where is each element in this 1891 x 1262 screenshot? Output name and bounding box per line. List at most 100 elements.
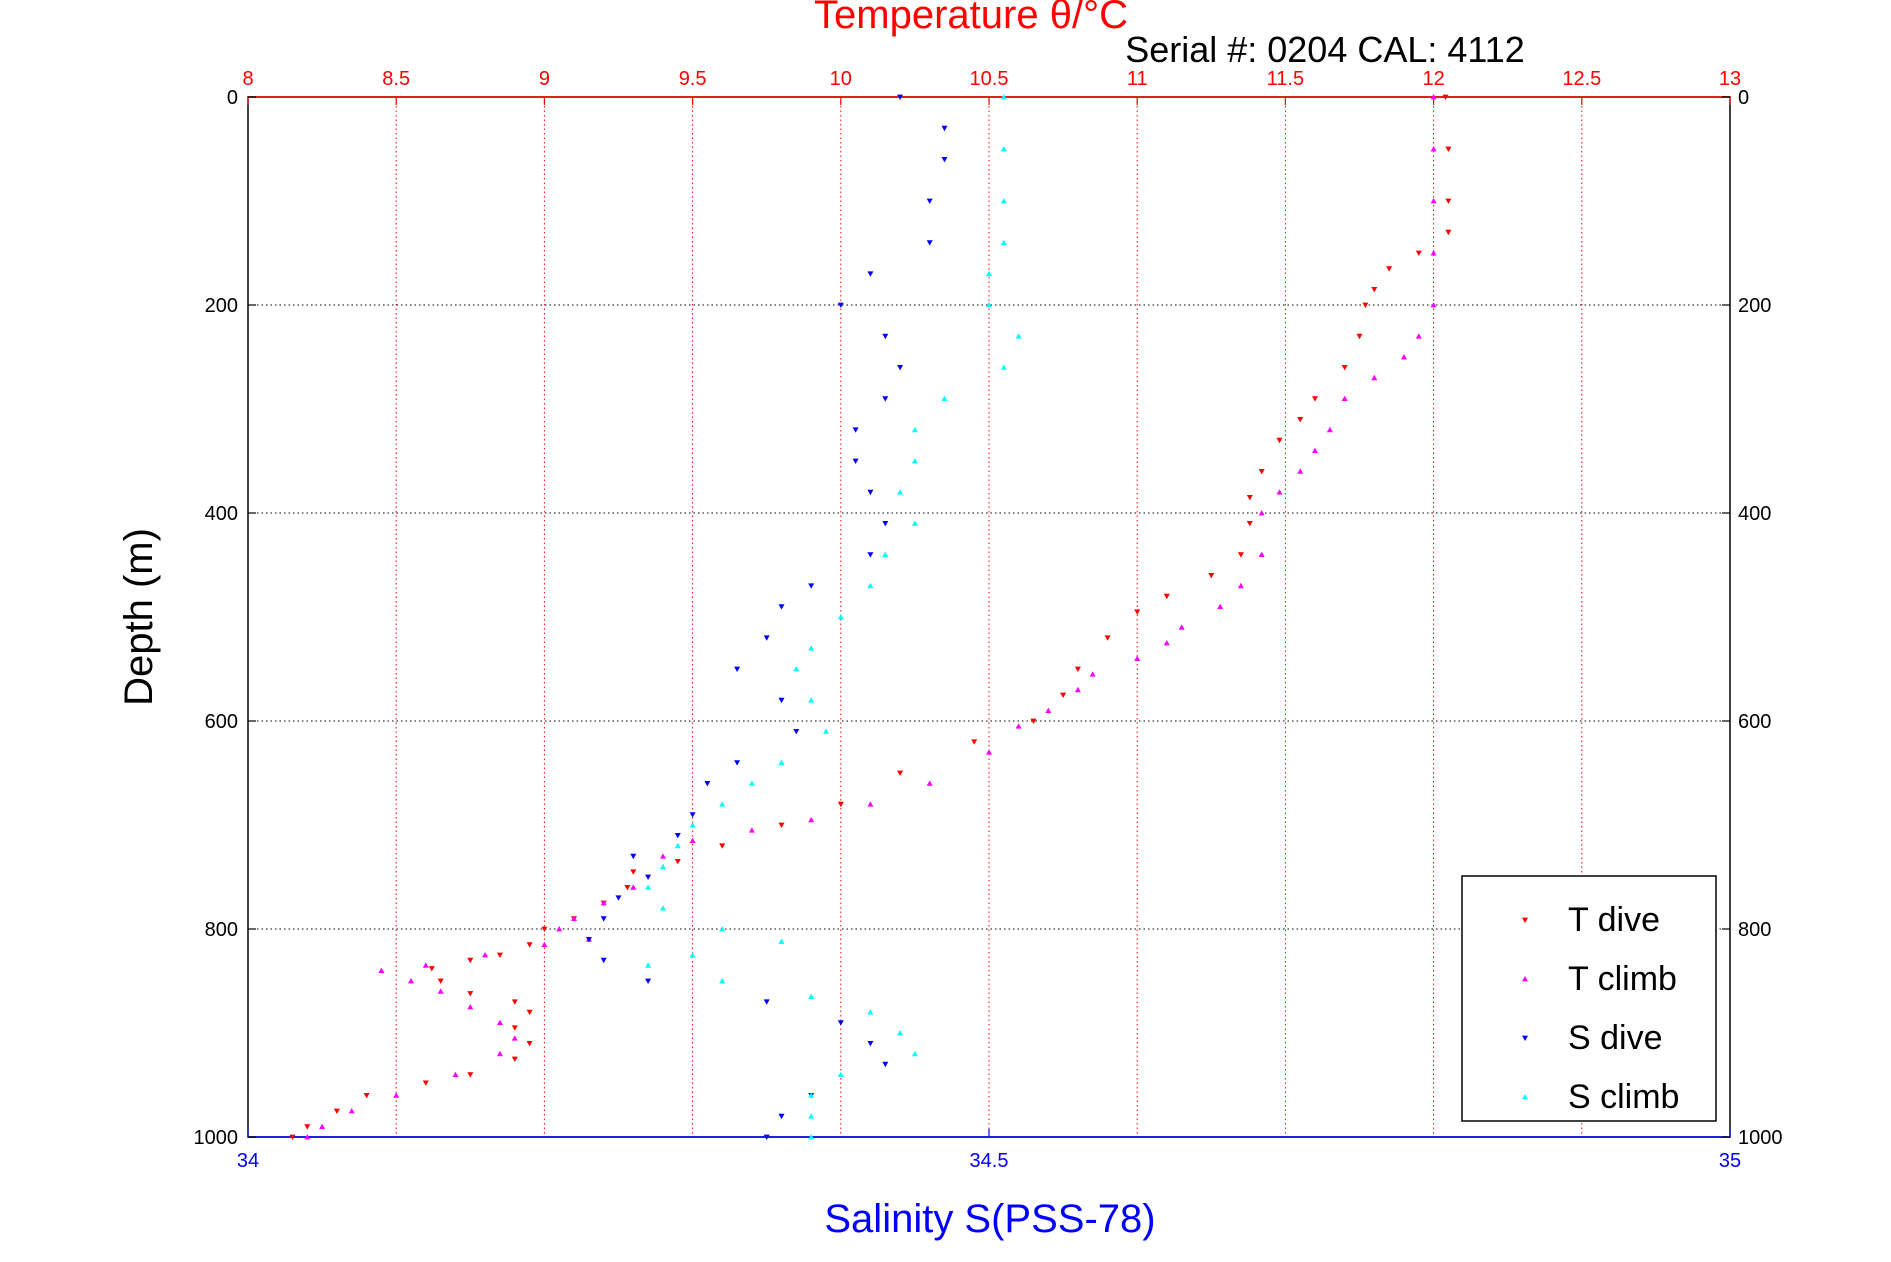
data-point bbox=[1000, 239, 1007, 245]
data-point bbox=[1430, 146, 1437, 152]
y-axis-tick-label-right: 0 bbox=[1738, 87, 1749, 109]
data-point bbox=[808, 993, 815, 999]
data-point bbox=[882, 551, 889, 557]
data-point bbox=[867, 271, 874, 277]
y-axis-tick-label: 800 bbox=[205, 919, 238, 941]
data-point bbox=[1178, 624, 1185, 630]
data-point bbox=[941, 125, 948, 132]
top-axis-tick-label: 9 bbox=[539, 68, 550, 90]
data-point bbox=[1000, 94, 1007, 100]
series-t-dive bbox=[289, 94, 1452, 1140]
data-point bbox=[1217, 603, 1224, 609]
data-point bbox=[1258, 551, 1265, 557]
data-point bbox=[778, 938, 785, 944]
data-point bbox=[408, 978, 414, 984]
data-point bbox=[1445, 198, 1452, 204]
data-point bbox=[511, 1056, 518, 1062]
data-point bbox=[778, 822, 785, 828]
data-point bbox=[911, 520, 918, 526]
y-axis-title: Depth (m) bbox=[117, 528, 161, 706]
data-point bbox=[763, 1134, 770, 1140]
legend-box bbox=[1461, 875, 1717, 1122]
data-point bbox=[808, 583, 815, 589]
data-point bbox=[526, 1041, 533, 1047]
data-point bbox=[437, 978, 444, 984]
data-point bbox=[837, 801, 844, 808]
data-point bbox=[660, 853, 666, 859]
data-point bbox=[763, 999, 770, 1005]
data-point bbox=[1312, 447, 1318, 453]
top-axis-tick-label: 12.5 bbox=[1562, 68, 1601, 90]
data-point bbox=[1089, 671, 1096, 677]
data-point bbox=[719, 801, 726, 807]
data-point bbox=[1074, 686, 1081, 693]
data-point bbox=[674, 842, 681, 849]
data-point bbox=[882, 521, 889, 527]
data-point bbox=[748, 827, 755, 833]
data-point bbox=[333, 1108, 340, 1114]
data-point bbox=[1246, 521, 1253, 527]
data-point bbox=[778, 1113, 785, 1120]
data-point bbox=[1430, 94, 1437, 100]
data-point bbox=[808, 645, 815, 651]
data-point bbox=[971, 739, 978, 745]
data-point bbox=[1134, 609, 1141, 615]
data-point bbox=[630, 869, 637, 875]
data-point bbox=[837, 614, 844, 620]
data-point bbox=[837, 1071, 844, 1077]
data-point bbox=[615, 895, 622, 901]
data-point bbox=[496, 1019, 503, 1025]
data-point bbox=[689, 952, 696, 958]
data-point bbox=[867, 1009, 874, 1015]
data-point bbox=[748, 780, 755, 786]
data-point bbox=[1430, 302, 1437, 308]
data-point bbox=[926, 198, 933, 204]
data-point bbox=[808, 1092, 815, 1098]
data-point bbox=[1237, 582, 1244, 589]
data-point bbox=[793, 666, 800, 672]
data-point bbox=[1415, 250, 1422, 256]
data-point bbox=[1134, 655, 1141, 661]
data-point bbox=[511, 999, 518, 1005]
data-point bbox=[808, 1113, 815, 1119]
data-point bbox=[867, 552, 874, 558]
data-point bbox=[986, 270, 992, 277]
series-s-dive bbox=[585, 94, 948, 1140]
data-point bbox=[1104, 635, 1111, 641]
data-point bbox=[1445, 146, 1452, 152]
y-axis-tick-label-right: 1000 bbox=[1738, 1127, 1783, 1149]
data-point bbox=[660, 905, 666, 911]
data-point bbox=[624, 885, 631, 891]
legend-marker-t-climb bbox=[1522, 976, 1528, 982]
data-point bbox=[986, 302, 992, 308]
legend-marker-s-climb bbox=[1522, 1094, 1528, 1100]
legend-label-t-dive: T dive bbox=[1568, 901, 1660, 939]
data-point bbox=[734, 666, 741, 672]
data-point bbox=[1163, 593, 1170, 600]
top-axis-tick-label: 9.5 bbox=[679, 68, 707, 90]
data-point bbox=[1208, 573, 1215, 579]
data-point bbox=[428, 966, 435, 972]
data-point bbox=[867, 801, 874, 807]
bottom-axis-tick-label: 35 bbox=[1719, 1150, 1741, 1172]
data-point bbox=[941, 157, 948, 163]
data-point bbox=[1000, 146, 1007, 152]
data-point bbox=[778, 697, 785, 704]
data-point bbox=[467, 1004, 474, 1010]
data-point bbox=[571, 915, 577, 921]
data-point bbox=[467, 1072, 474, 1078]
data-point bbox=[911, 458, 918, 464]
y-axis-tick-label: 400 bbox=[205, 503, 238, 525]
data-point bbox=[660, 863, 666, 869]
data-point bbox=[511, 1025, 518, 1031]
data-point bbox=[719, 843, 726, 849]
data-point bbox=[689, 837, 696, 843]
data-point bbox=[1030, 718, 1037, 724]
series-s-climb bbox=[645, 94, 1022, 1140]
data-point bbox=[926, 780, 933, 786]
data-point bbox=[437, 988, 444, 994]
data-point bbox=[719, 926, 726, 932]
top-axis-tick-label: 12 bbox=[1422, 68, 1444, 90]
